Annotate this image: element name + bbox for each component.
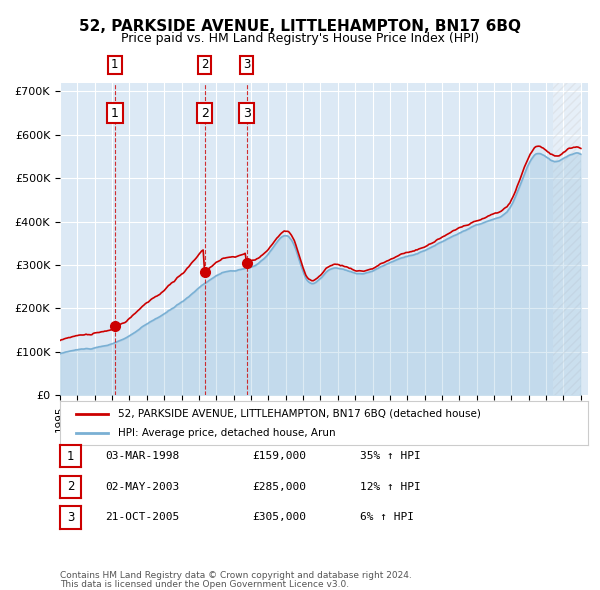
Text: 21-OCT-2005: 21-OCT-2005	[105, 513, 179, 522]
Text: 1: 1	[67, 450, 74, 463]
Text: 3: 3	[242, 107, 251, 120]
Text: 1: 1	[111, 107, 119, 120]
Text: Price paid vs. HM Land Registry's House Price Index (HPI): Price paid vs. HM Land Registry's House …	[121, 32, 479, 45]
Text: 03-MAR-1998: 03-MAR-1998	[105, 451, 179, 461]
Text: £159,000: £159,000	[252, 451, 306, 461]
Text: 3: 3	[67, 511, 74, 524]
Text: 2: 2	[201, 58, 208, 71]
Text: This data is licensed under the Open Government Licence v3.0.: This data is licensed under the Open Gov…	[60, 579, 349, 589]
Text: 52, PARKSIDE AVENUE, LITTLEHAMPTON, BN17 6BQ (detached house): 52, PARKSIDE AVENUE, LITTLEHAMPTON, BN17…	[118, 409, 481, 418]
Text: 3: 3	[243, 58, 250, 71]
Text: £285,000: £285,000	[252, 482, 306, 491]
Text: Contains HM Land Registry data © Crown copyright and database right 2024.: Contains HM Land Registry data © Crown c…	[60, 571, 412, 580]
Text: 52, PARKSIDE AVENUE, LITTLEHAMPTON, BN17 6BQ: 52, PARKSIDE AVENUE, LITTLEHAMPTON, BN17…	[79, 19, 521, 34]
Text: £305,000: £305,000	[252, 513, 306, 522]
Text: 02-MAY-2003: 02-MAY-2003	[105, 482, 179, 491]
Text: 1: 1	[111, 58, 119, 71]
Text: 6% ↑ HPI: 6% ↑ HPI	[360, 513, 414, 522]
Text: 35% ↑ HPI: 35% ↑ HPI	[360, 451, 421, 461]
Text: 2: 2	[200, 107, 209, 120]
Text: 2: 2	[67, 480, 74, 493]
Text: 12% ↑ HPI: 12% ↑ HPI	[360, 482, 421, 491]
Text: HPI: Average price, detached house, Arun: HPI: Average price, detached house, Arun	[118, 428, 336, 438]
